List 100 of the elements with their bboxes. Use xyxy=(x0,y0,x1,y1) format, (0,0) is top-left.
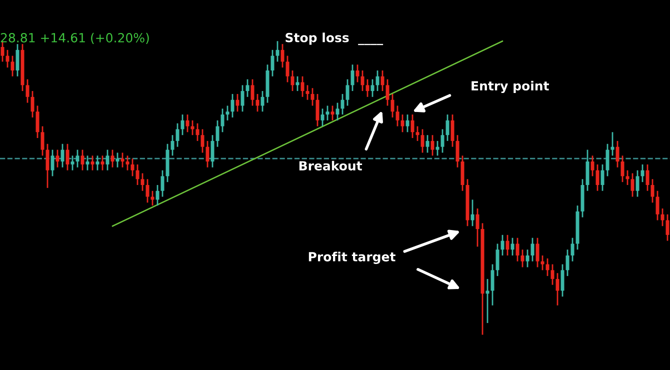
candlestick xyxy=(100,154,104,172)
candlestick xyxy=(220,108,224,133)
candlestick xyxy=(456,134,460,168)
candlestick xyxy=(96,154,100,172)
candlestick xyxy=(346,78,350,106)
candlestick xyxy=(326,105,330,122)
candlestick xyxy=(350,64,354,92)
candlestick xyxy=(156,184,160,206)
candlestick xyxy=(150,190,154,206)
candlestick xyxy=(216,120,220,148)
candlestick xyxy=(180,114,184,136)
candlestick xyxy=(406,114,410,133)
candlestick xyxy=(510,237,514,256)
candlestick xyxy=(606,143,610,177)
candlestick xyxy=(446,114,450,142)
candlestick xyxy=(236,93,240,112)
candlestick xyxy=(590,154,594,177)
candlestick xyxy=(516,237,520,262)
candlestick xyxy=(290,70,294,92)
candlestick xyxy=(400,114,404,133)
candlestick xyxy=(640,164,644,183)
candlestick xyxy=(396,105,400,127)
candlestick xyxy=(496,243,500,277)
candlestick xyxy=(260,90,264,112)
candlestick xyxy=(450,114,454,148)
candlestick xyxy=(226,105,230,122)
candlestick xyxy=(116,152,120,168)
candlestick xyxy=(360,70,364,92)
candlestick xyxy=(130,158,134,177)
candlestick xyxy=(160,170,164,198)
candlestick xyxy=(660,208,664,227)
candlestick xyxy=(170,134,174,156)
candlestick xyxy=(10,55,14,78)
candlestick xyxy=(86,154,90,172)
candlestick xyxy=(70,154,74,172)
candlestick xyxy=(490,264,494,306)
candlestick xyxy=(66,143,70,172)
candlestick xyxy=(666,214,670,242)
candlestick xyxy=(426,134,430,154)
candlestick xyxy=(390,93,394,118)
candlestick xyxy=(356,64,360,83)
candlestick xyxy=(486,278,490,324)
candlestick xyxy=(436,140,440,156)
candlestick xyxy=(530,237,534,262)
candlestick xyxy=(90,154,94,172)
candlestick xyxy=(60,143,64,168)
candlestick xyxy=(120,152,124,168)
candlestick xyxy=(536,237,540,268)
candlestick xyxy=(616,140,620,168)
candlestick xyxy=(650,178,654,204)
candlestick xyxy=(256,93,260,112)
candlestick xyxy=(540,254,544,271)
candlestick xyxy=(560,264,564,298)
candlestick xyxy=(336,102,340,122)
candlestick xyxy=(500,234,504,256)
candlestick xyxy=(316,93,320,127)
annotation: Profit target xyxy=(308,252,396,264)
candlestick xyxy=(646,164,650,192)
candlestick xyxy=(570,237,574,262)
candlestick xyxy=(596,164,600,192)
candlestick xyxy=(626,170,630,186)
candlestick xyxy=(240,84,244,112)
candlestick xyxy=(620,154,624,183)
candlestick xyxy=(186,114,190,133)
candlestick xyxy=(46,143,50,189)
candlestick xyxy=(80,149,84,172)
candlestick xyxy=(370,78,374,98)
candlestick xyxy=(210,134,214,168)
candlestick xyxy=(30,90,34,118)
candlestick xyxy=(286,55,290,83)
candlestick xyxy=(376,70,380,92)
candlestick xyxy=(206,140,210,168)
candlestick xyxy=(146,178,150,204)
annotation: 28.81 +14.61 (+0.20%) xyxy=(0,32,149,44)
candlestick xyxy=(410,114,414,139)
candlestick xyxy=(420,128,424,154)
candlestick xyxy=(470,198,474,227)
candlestick xyxy=(600,164,604,192)
candlestick xyxy=(526,248,530,268)
candlestick xyxy=(300,76,304,98)
candlestick xyxy=(636,170,640,198)
candlestick xyxy=(550,264,554,286)
candlestick xyxy=(520,248,524,268)
candlestick xyxy=(546,258,550,277)
candlestick xyxy=(270,49,274,78)
candlestick xyxy=(36,105,40,139)
candlestick xyxy=(76,149,80,168)
candlestick xyxy=(310,87,314,106)
candlestick xyxy=(176,122,180,148)
candlestick xyxy=(196,122,200,142)
candlestick xyxy=(380,70,384,92)
candlestick xyxy=(140,172,144,192)
candlestick xyxy=(556,272,560,306)
candlestick xyxy=(50,149,54,177)
annotation: Breakout xyxy=(299,160,362,170)
candlestick xyxy=(330,105,334,122)
candlestick xyxy=(280,43,284,68)
candlestick xyxy=(306,84,310,101)
candlestick xyxy=(440,128,444,154)
candlestick xyxy=(320,108,324,127)
